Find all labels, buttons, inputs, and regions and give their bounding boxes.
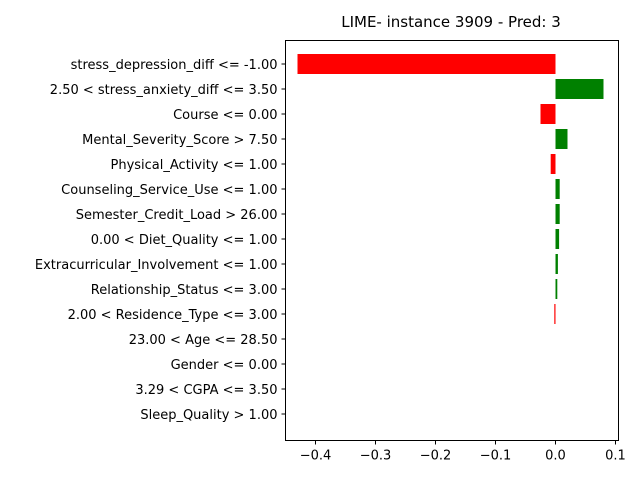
x-tick-label-0: −0.4 [300, 449, 332, 464]
chart-title: LIME- instance 3909 - Pred: 3 [341, 13, 561, 31]
x-tick-label-1: −0.3 [360, 449, 392, 464]
y-tick-label-9: Relationship_Status <= 3.00 [91, 283, 278, 298]
x-tick-label-5: 0.1 [605, 449, 626, 464]
bar-8 [555, 254, 558, 274]
bar-9 [555, 279, 558, 299]
y-tick-label-7: 0.00 < Diet_Quality <= 1.00 [91, 233, 278, 248]
x-tick-label-3: −0.1 [480, 449, 512, 464]
bar-2 [540, 104, 556, 124]
bar-0 [297, 54, 556, 74]
y-tick-label-14: Sleep_Quality > 1.00 [140, 408, 277, 423]
y-tick-label-2: Course <= 0.00 [173, 108, 277, 123]
bar-6 [555, 204, 560, 224]
y-tick-label-8: Extracurricular_Involvement <= 1.00 [35, 258, 278, 273]
y-tick-label-3: Mental_Severity_Score > 7.50 [82, 133, 277, 148]
y-tick-label-11: 23.00 < Age <= 28.50 [129, 333, 278, 348]
x-tick-label-4: 0.0 [545, 449, 566, 464]
bar-3 [555, 129, 568, 149]
x-tick-label-2: −0.2 [420, 449, 452, 464]
y-tick-label-13: 3.29 < CGPA <= 3.50 [135, 383, 277, 398]
x-axis-ticks: −0.4 −0.3 −0.2 −0.1 0.0 0.1 [300, 440, 626, 464]
bars-group [297, 54, 604, 324]
bar-1 [555, 79, 604, 99]
y-tick-label-5: Counseling_Service_Use <= 1.00 [61, 183, 277, 198]
bar-10 [554, 304, 556, 324]
y-tick-label-10: 2.00 < Residence_Type <= 3.00 [68, 308, 278, 323]
bar-7 [555, 229, 560, 249]
y-tick-label-0: stress_depression_diff <= -1.00 [71, 58, 278, 73]
y-tick-label-6: Semester_Credit_Load > 26.00 [76, 208, 278, 223]
y-tick-label-12: Gender <= 0.00 [171, 358, 278, 373]
y-axis-labels: stress_depression_diff <= -1.00 2.50 < st… [35, 58, 286, 423]
bar-5 [555, 179, 560, 199]
plot-frame [285, 40, 619, 441]
y-tick-label-1: 2.50 < stress_anxiety_diff <= 3.50 [50, 83, 278, 98]
y-tick-label-4: Physical_Activity <= 1.00 [111, 158, 278, 173]
bar-4 [550, 154, 556, 174]
